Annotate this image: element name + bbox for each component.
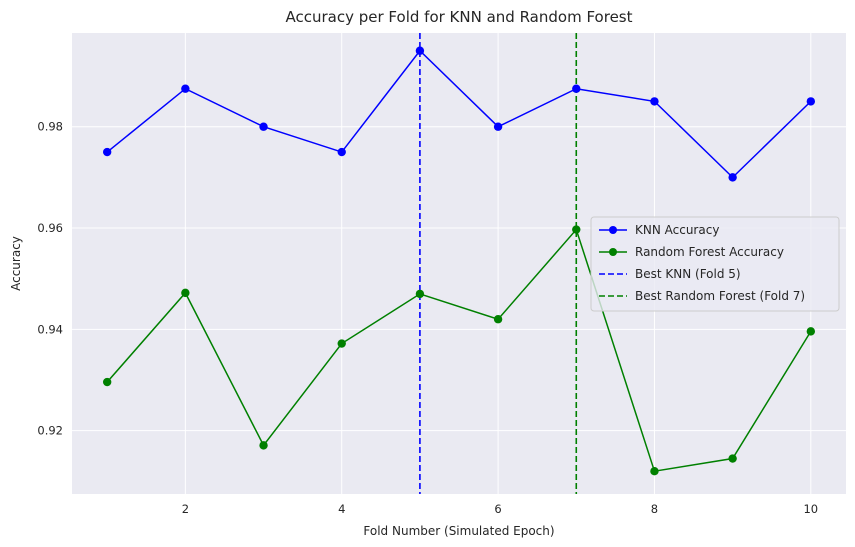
- legend-label-random-forest: Random Forest Accuracy: [635, 245, 784, 259]
- grid-lines: [72, 33, 846, 494]
- data-point-random-forest: [415, 289, 425, 299]
- data-point-knn: [181, 84, 190, 93]
- data-point-knn: [572, 84, 581, 93]
- legend-item-best-knn: Best KNN (Fold 5): [599, 267, 741, 281]
- data-point-knn: [728, 173, 737, 182]
- data-point-random-forest: [728, 454, 737, 463]
- x-tick-label: 2: [182, 502, 189, 516]
- legend: KNN Accuracy Random Forest Accuracy Best…: [590, 216, 840, 312]
- x-tick-label: 10: [803, 502, 818, 516]
- legend-label-best-knn: Best KNN (Fold 5): [635, 267, 741, 281]
- data-point-knn: [650, 97, 659, 106]
- data-point-random-forest: [572, 225, 581, 234]
- data-point-random-forest: [806, 327, 816, 336]
- data-point-random-forest: [259, 441, 268, 450]
- legend-label-best-random-forest: Best Random Forest (Fold 7): [635, 289, 805, 303]
- data-point-knn: [259, 122, 268, 131]
- y-tick-label: 0.96: [37, 221, 63, 235]
- y-axis-label: Accuracy: [9, 236, 23, 291]
- legend-item-random-forest: Random Forest Accuracy: [599, 245, 784, 259]
- series-layer: [102, 46, 816, 476]
- data-point-knn: [493, 122, 503, 131]
- legend-label-knn: KNN Accuracy: [635, 223, 719, 237]
- data-point-random-forest: [337, 339, 346, 348]
- data-point-knn: [415, 46, 425, 55]
- data-point-knn: [337, 147, 346, 157]
- series-line-knn: [106, 49, 812, 179]
- data-point-knn: [806, 97, 816, 106]
- data-point-random-forest: [102, 377, 112, 387]
- y-tick-label: 0.94: [37, 322, 63, 336]
- reference-lines: [419, 33, 578, 494]
- x-tick-label: 6: [494, 502, 501, 516]
- y-tick-label: 0.98: [37, 120, 63, 134]
- legend-frame: [590, 216, 840, 312]
- legend-item-knn: KNN Accuracy: [599, 223, 719, 237]
- tick-labels: 2 4 6 8 10 0.92 0.94 0.96 0.98: [37, 120, 818, 516]
- data-point-knn: [102, 147, 112, 157]
- x-axis-label: Fold Number (Simulated Epoch): [363, 524, 554, 538]
- series-line-random-forest: [106, 228, 812, 473]
- legend-item-best-random-forest: Best Random Forest (Fold 7): [599, 289, 805, 303]
- data-point-random-forest: [181, 288, 190, 298]
- data-point-random-forest: [650, 467, 659, 476]
- data-point-random-forest: [493, 315, 503, 324]
- x-tick-label: 4: [338, 502, 345, 516]
- y-tick-label: 0.92: [37, 424, 63, 438]
- x-tick-label: 8: [651, 502, 658, 516]
- chart-title: Accuracy per Fold for KNN and Random For…: [286, 8, 633, 26]
